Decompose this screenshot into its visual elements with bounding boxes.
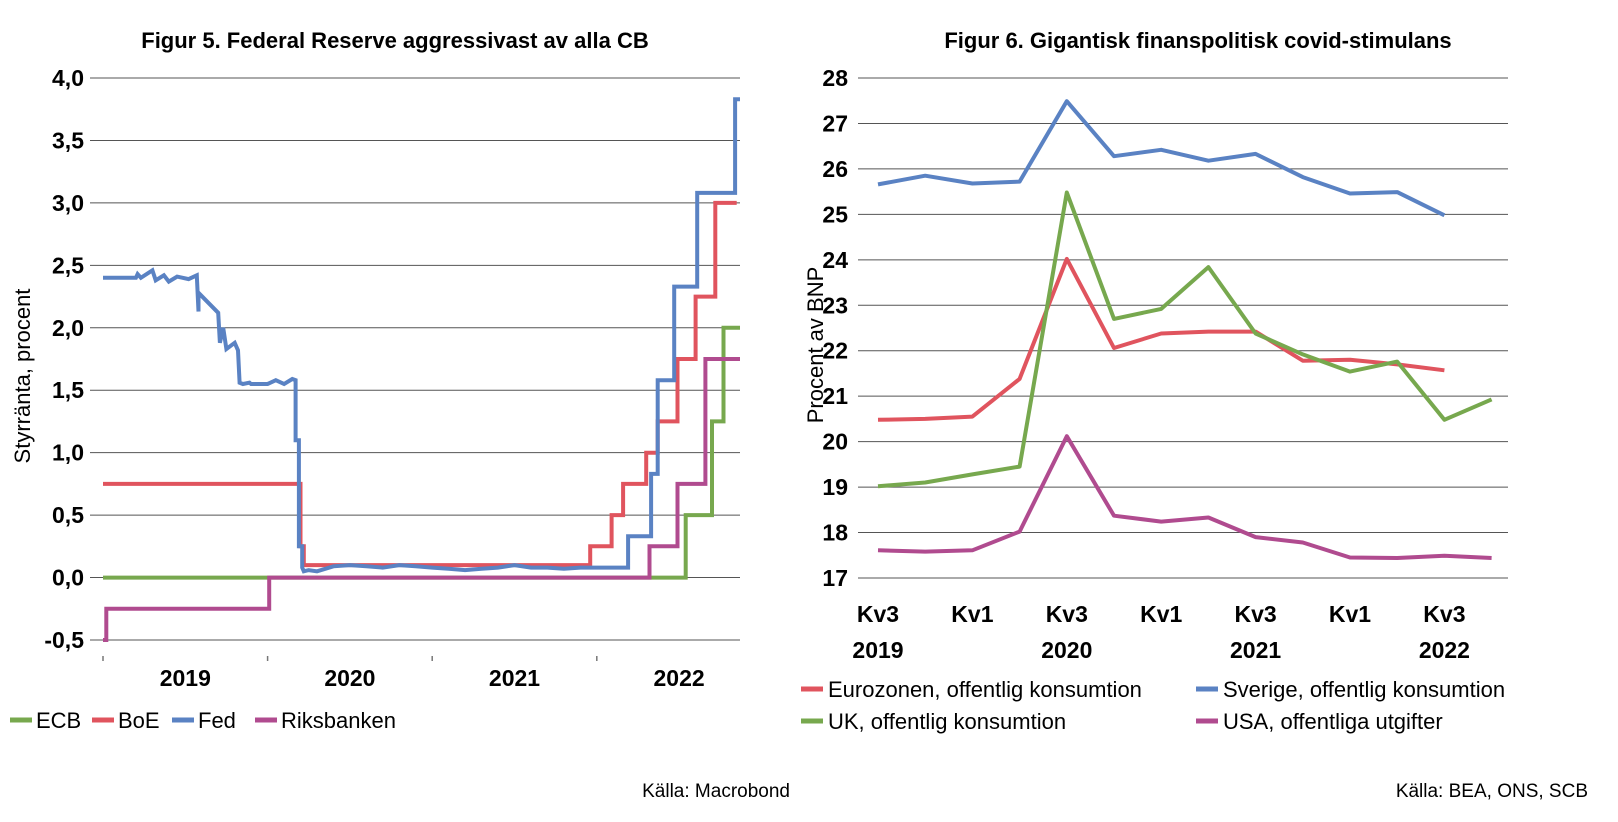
- chart2-y-tick-label: 27: [822, 110, 848, 136]
- series-line-riksbanken: [103, 357, 740, 642]
- chart2-x-tick-label: Kv3: [857, 601, 899, 627]
- chart1-x-tick-label: 2022: [654, 665, 705, 691]
- legend-label-sverige-offentlig-konsumtion: Sverige, offentlig konsumtion: [1223, 677, 1505, 702]
- series-line-boe: [103, 200, 737, 568]
- chart1-x-tick-label: 2019: [160, 665, 211, 691]
- legend-label-ecb: ECB: [36, 708, 81, 733]
- legend-label-eurozonen-offentlig-konsumtion: Eurozonen, offentlig konsumtion: [828, 677, 1142, 702]
- chart1-legend: ECB BoE Fed Riksbanken: [10, 708, 396, 733]
- chart2-y-tick-label: 24: [822, 247, 848, 273]
- chart1-y-tick-label: 3,5: [52, 127, 84, 153]
- chart1-x-tick-label: 2021: [489, 665, 540, 691]
- legend-label-usa-offentliga-utgifter: USA, offentliga utgifter: [1223, 709, 1443, 734]
- series-line-sverige-offentlig-konsumtion: [877, 99, 1446, 218]
- chart2-x-tick-year: 2022: [1419, 637, 1470, 663]
- chart2-source: Källa: BEA, ONS, SCB: [1396, 781, 1588, 802]
- chart1-y-tick-labels: 4,0 3,5 3,0 2,5 2,0 1,5 1,0 0,5 0,0 -0,5: [44, 65, 84, 653]
- legend-label-uk-offentlig-konsumtion: UK, offentlig konsumtion: [828, 709, 1066, 734]
- chart2-y-axis-label: Procent av BNP: [803, 267, 828, 424]
- chart2-y-tick-label: 25: [822, 201, 848, 227]
- series-line-usa-offentliga-utgifter: [877, 434, 1492, 560]
- chart2-gridlines: [858, 77, 1508, 579]
- chart1-series-lines: [103, 97, 740, 642]
- chart1-source: Källa: Macrobond: [642, 781, 790, 802]
- chart1-y-tick-label: 4,0: [52, 65, 84, 91]
- chart2-series-lines: [877, 99, 1493, 560]
- series-line-uk-offentlig-konsumtion: [877, 190, 1493, 489]
- chart2-x-tick-label: Kv1: [1329, 601, 1371, 627]
- chart1-x-axis: 2019 2020 2021 2022: [102, 656, 705, 691]
- chart2-x-tick-year: 2020: [1041, 637, 1092, 663]
- chart2-legend: Eurozonen, offentlig konsumtion Sverige, …: [801, 677, 1505, 734]
- chart2-x-tick-label: Kv3: [1234, 601, 1276, 627]
- chart-fed-policy-rates: Figur 5. Federal Reserve aggressivast av…: [10, 28, 790, 802]
- chart2-y-tick-labels: 28 27 26 25 24 23 22 21 20 19 18 17: [822, 65, 848, 591]
- chart1-gridlines: [90, 77, 740, 641]
- chart1-y-axis-label: Styrränta, procent: [10, 289, 35, 464]
- chart2-x-tick-label: Kv3: [1046, 601, 1088, 627]
- legend-label-boe: BoE: [118, 708, 160, 733]
- chart2-x-tick-label: Kv3: [1423, 601, 1465, 627]
- chart2-y-tick-label: 26: [822, 156, 848, 182]
- chart1-y-tick-label: -0,5: [44, 627, 84, 653]
- chart1-title: Figur 5. Federal Reserve aggressivast av…: [141, 28, 648, 53]
- series-line-ecb: [103, 325, 740, 580]
- chart2-x-tick-label: Kv1: [1140, 601, 1182, 627]
- chart1-x-tick-label: 2020: [324, 665, 375, 691]
- series-line-fed: [103, 97, 740, 574]
- chart1-y-tick-label: 1,0: [52, 440, 84, 466]
- series-line-eurozonen-offentlig-konsumtion: [877, 256, 1445, 422]
- chart1-y-tick-label: 0,5: [52, 502, 84, 528]
- chart2-x-tick-label: Kv1: [951, 601, 993, 627]
- chart1-y-tick-label: 1,5: [52, 377, 84, 403]
- chart2-y-tick-label: 21: [822, 383, 848, 409]
- chart2-x-tick-year: 2021: [1230, 637, 1281, 663]
- legend-label-fed: Fed: [198, 708, 236, 733]
- chart1-y-tick-label: 2,0: [52, 315, 84, 341]
- chart2-y-tick-label: 22: [822, 338, 848, 364]
- chart1-y-tick-label: 2,5: [52, 252, 84, 278]
- chart1-y-tick-label: 3,0: [52, 190, 84, 216]
- chart2-title: Figur 6. Gigantisk finanspolitisk covid-…: [944, 28, 1451, 53]
- chart2-y-tick-label: 19: [822, 474, 848, 500]
- chart-covid-fiscal-stimulus: Figur 6. Gigantisk finanspolitisk covid-…: [801, 28, 1588, 802]
- chart2-y-tick-label: 17: [822, 565, 848, 591]
- chart2-y-tick-label: 20: [822, 429, 848, 455]
- chart2-y-tick-label: 18: [822, 520, 848, 546]
- chart2-x-axis: Kv3 2019 Kv1 Kv3 2020 Kv1 Kv3 2021 Kv1 Kv3 2022: [852, 601, 1470, 663]
- chart2-y-tick-label: 23: [822, 292, 848, 318]
- chart2-y-tick-label: 28: [822, 65, 848, 91]
- chart2-x-tick-year: 2019: [852, 637, 903, 663]
- chart1-y-tick-label: 0,0: [52, 565, 84, 591]
- legend-label-riksbanken: Riksbanken: [281, 708, 396, 733]
